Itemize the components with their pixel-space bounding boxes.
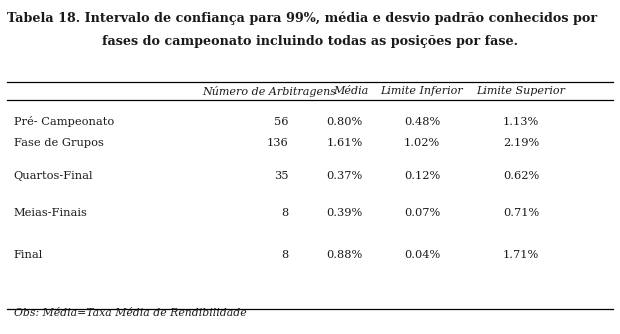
Text: 1.71%: 1.71%: [503, 250, 539, 260]
Text: 1.13%: 1.13%: [503, 117, 539, 127]
Text: Quartos-Final: Quartos-Final: [14, 171, 93, 181]
Text: 35: 35: [274, 171, 288, 181]
Text: 0.48%: 0.48%: [404, 117, 440, 127]
Text: 8: 8: [281, 250, 288, 260]
Text: Fase de Grupos: Fase de Grupos: [14, 138, 104, 148]
Text: 1.61%: 1.61%: [327, 138, 363, 148]
Text: Limite Inferior: Limite Inferior: [380, 86, 463, 96]
Text: Média: Média: [333, 86, 368, 96]
Text: Final: Final: [14, 250, 43, 260]
Text: fases do campeonato incluindo todas as posições por fase.: fases do campeonato incluindo todas as p…: [102, 35, 518, 48]
Text: 0.71%: 0.71%: [503, 208, 539, 218]
Text: 8: 8: [281, 208, 288, 218]
Text: 136: 136: [267, 138, 288, 148]
Text: 0.04%: 0.04%: [404, 250, 440, 260]
Text: Número de Arbitragens: Número de Arbitragens: [203, 86, 337, 97]
Text: Tabela 18. Intervalo de confiança para 99%, média e desvio padrão conhecidos por: Tabela 18. Intervalo de confiança para 9…: [7, 12, 598, 25]
Text: 0.37%: 0.37%: [327, 171, 363, 181]
Text: 1.02%: 1.02%: [404, 138, 440, 148]
Text: 0.07%: 0.07%: [404, 208, 440, 218]
Text: Obs: Média=Taxa Média de Rendibilidade: Obs: Média=Taxa Média de Rendibilidade: [14, 308, 246, 318]
Text: Meias-Finais: Meias-Finais: [14, 208, 87, 218]
Text: 0.12%: 0.12%: [404, 171, 440, 181]
Text: Limite Superior: Limite Superior: [476, 86, 565, 96]
Text: Pré- Campeonato: Pré- Campeonato: [14, 117, 114, 127]
Text: 0.80%: 0.80%: [327, 117, 363, 127]
Text: 0.88%: 0.88%: [327, 250, 363, 260]
Text: 56: 56: [274, 117, 288, 127]
Text: 0.62%: 0.62%: [503, 171, 539, 181]
Text: 2.19%: 2.19%: [503, 138, 539, 148]
Text: 0.39%: 0.39%: [327, 208, 363, 218]
